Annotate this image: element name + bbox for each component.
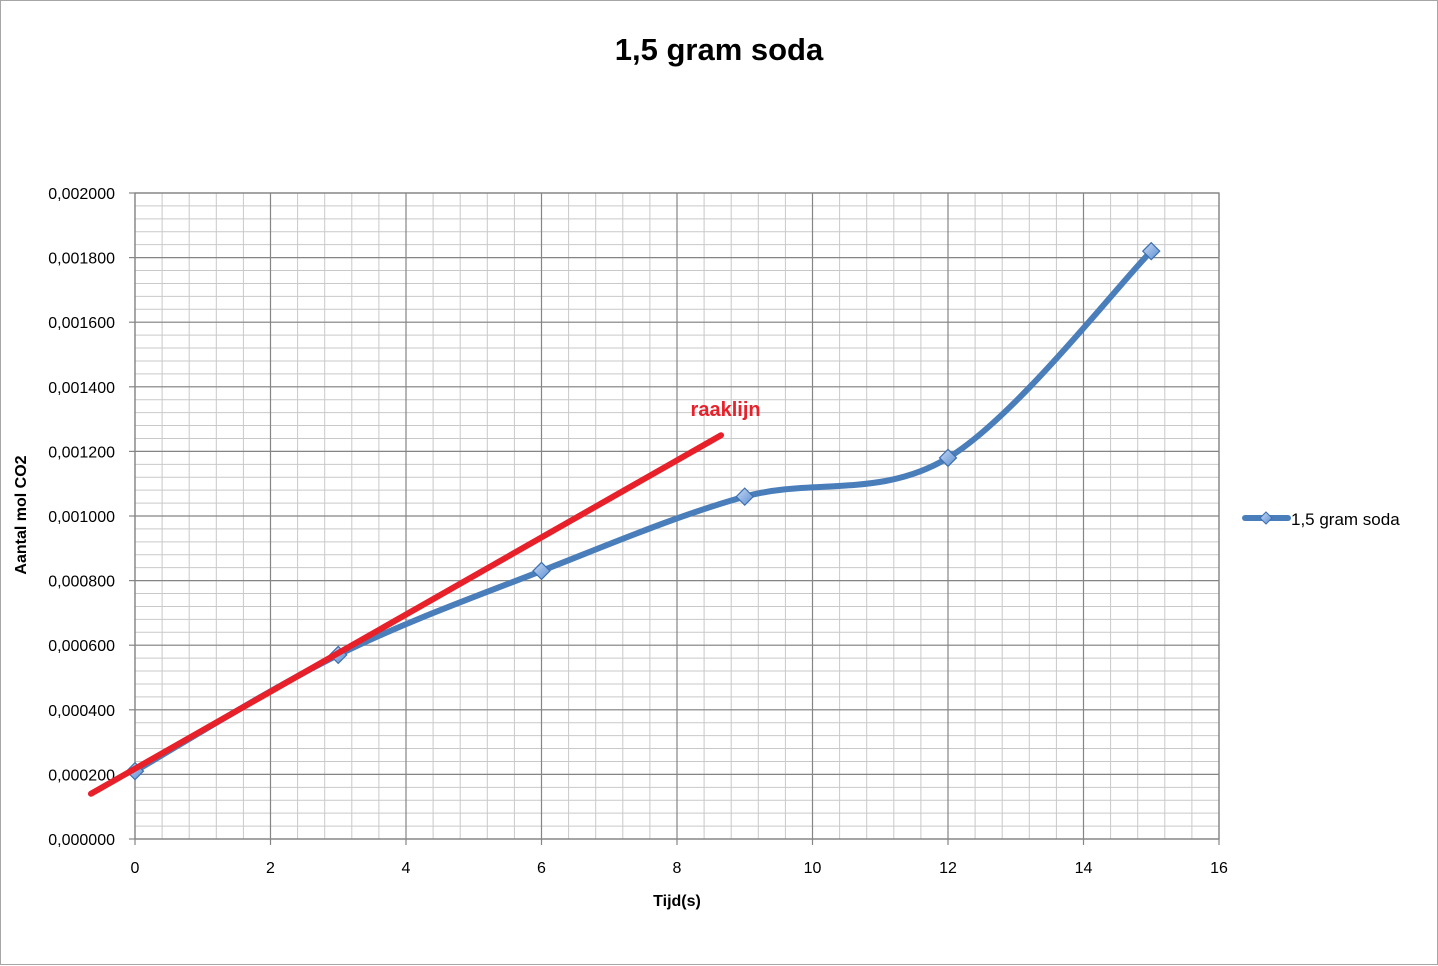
y-tick-label: 0,001800 <box>48 251 115 268</box>
x-tick-label: 12 <box>939 860 957 877</box>
x-tick-label: 4 <box>402 860 411 877</box>
y-tick-label: 0,000800 <box>48 574 115 591</box>
x-tick-label: 8 <box>673 860 682 877</box>
data-point-marker <box>532 561 551 581</box>
y-tick-label: 0,001000 <box>48 509 115 526</box>
data-point-marker <box>735 487 755 506</box>
series-layer <box>125 241 1161 781</box>
y-tick-label: 0,001400 <box>48 380 115 397</box>
x-axis-title: Tijd(s) <box>653 893 701 910</box>
x-tick-label: 10 <box>804 860 822 877</box>
y-tick-label: 0,000200 <box>48 767 115 784</box>
legend: 1,5 gram soda <box>1242 510 1400 529</box>
x-tick-label: 2 <box>266 860 275 877</box>
annotation-label: raaklijn <box>691 399 761 421</box>
y-axis-ticks: 0,000000 0,000200 0,000400 0,000600 0,000800… <box>48 186 135 849</box>
y-tick-label: 0,000600 <box>48 638 115 655</box>
x-tick-label: 0 <box>131 860 140 877</box>
x-tick-label: 6 <box>537 860 546 877</box>
legend-marker-icon <box>1259 511 1273 525</box>
data-point-marker <box>1141 241 1161 261</box>
x-tick-label: 14 <box>1075 860 1093 877</box>
annotation-layer: raaklijn <box>87 399 761 797</box>
x-axis-ticks: 0 2 4 6 8 10 12 14 16 <box>131 839 1228 877</box>
y-tick-label: 0,000400 <box>48 703 115 720</box>
legend-label: 1,5 gram soda <box>1291 510 1400 529</box>
x-tick-label: 16 <box>1210 860 1228 877</box>
data-point-marker <box>938 448 958 468</box>
y-axis-title: Aantal mol CO2 <box>13 455 30 574</box>
y-tick-label: 0,002000 <box>48 186 115 203</box>
chart-title: 1,5 gram soda <box>615 32 824 67</box>
y-tick-label: 0,001200 <box>48 444 115 461</box>
y-tick-label: 0,001600 <box>48 315 115 332</box>
series-line <box>132 248 1155 775</box>
tangent-line <box>87 432 725 797</box>
y-tick-label: 0,000000 <box>48 832 115 849</box>
